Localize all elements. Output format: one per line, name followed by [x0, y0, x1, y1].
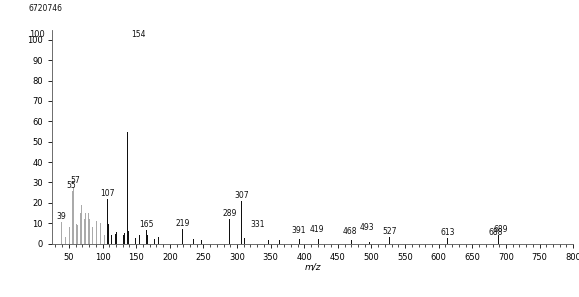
Text: 689: 689	[493, 225, 508, 234]
Text: 419: 419	[310, 225, 324, 234]
Text: 55: 55	[66, 181, 76, 189]
Text: 6720746: 6720746	[28, 4, 63, 12]
Text: 527: 527	[382, 228, 397, 236]
Text: 493: 493	[360, 223, 374, 232]
Text: 613: 613	[440, 228, 455, 237]
Text: 307: 307	[234, 191, 249, 200]
Text: 39: 39	[57, 212, 67, 221]
Text: 688: 688	[489, 228, 503, 237]
Text: 468: 468	[343, 228, 357, 236]
Text: 154: 154	[131, 30, 146, 39]
Text: 219: 219	[175, 219, 190, 228]
Text: 289: 289	[222, 209, 237, 218]
Text: 100: 100	[28, 30, 45, 39]
Text: 107: 107	[100, 189, 115, 198]
Text: 391: 391	[291, 226, 306, 236]
X-axis label: m/z: m/z	[305, 263, 321, 272]
Text: 57: 57	[70, 176, 80, 186]
Text: 165: 165	[139, 220, 153, 229]
Text: 331: 331	[251, 220, 265, 229]
